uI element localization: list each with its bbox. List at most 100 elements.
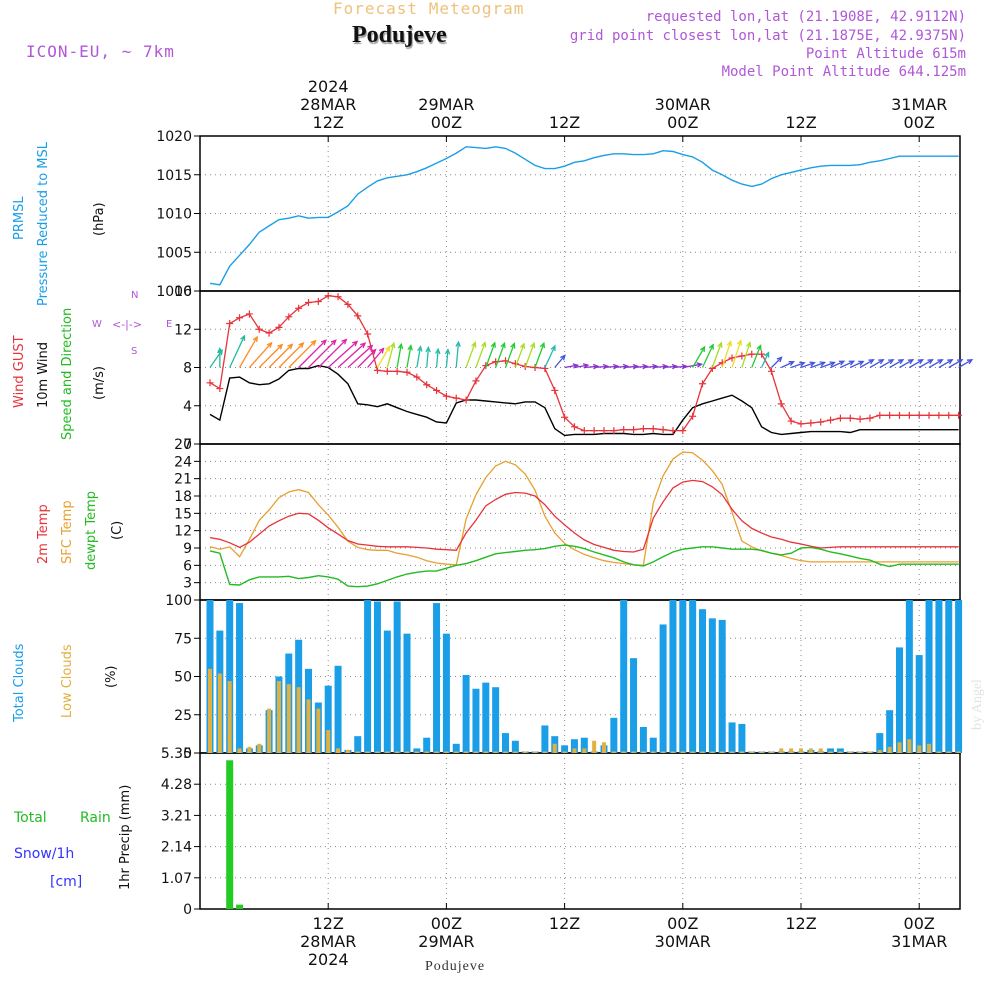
wind-arrow [899,359,914,369]
gust-marker [226,320,234,328]
low-cloud-bar [375,751,380,753]
gust-marker [373,366,381,374]
wind-arrow [288,340,316,368]
low-cloud-bar [286,684,291,753]
bottom-time-label: 00Z [904,914,935,933]
wind-arrow-head [320,339,327,346]
wind-arrow [909,359,924,369]
gust-marker [236,314,244,322]
low-cloud-bar [592,740,597,753]
gust-marker [787,417,795,425]
wind-arrow [721,341,732,368]
gust-marker [915,411,923,419]
gust-marker [876,411,884,419]
bottom-time-label: 31MAR [891,932,947,951]
top-time-label: 12Z [313,113,344,132]
wind-arrow-head [240,334,246,341]
bottom-time-label: 2024 [308,950,349,969]
wind-arrow-head [539,341,546,349]
low-cloud-bar [454,751,459,753]
top-time-label: 00Z [904,113,935,132]
pressure-label: Pressure Reduced to MSL [36,141,51,306]
total-cloud-bar [827,748,835,753]
wind-arrow [770,356,783,368]
total-cloud-bar [728,722,736,753]
prmsl-label: PRMSL [12,196,27,240]
gust-marker [364,330,372,338]
gust-marker [817,418,825,426]
temp-unit-label: (C) [110,520,125,540]
total-cloud-bar [836,748,844,753]
gust-marker [797,420,805,428]
wind-arrow-head [352,340,359,347]
low-cloud-bar [867,751,872,753]
top-time-label: 00Z [431,113,462,132]
gust-marker [423,381,431,389]
precip-tick-label: 3.21 [161,808,192,824]
gust-marker [452,394,460,402]
wind-arrow-head [435,347,441,355]
low-cloud-bar [818,748,823,753]
speed-direction-label: Speed and Direction [60,307,75,440]
total-cloud-bar [462,674,470,753]
pressure-line [209,146,959,286]
total-cloud-bar [226,600,234,753]
wind-arrow [544,345,556,368]
low-cloud-bar [621,751,626,753]
bottom-time-label: 00Z [667,914,698,933]
low-cloud-bar [828,751,833,753]
wind-tick-label: 16 [174,284,192,300]
low-cloud-bar [877,749,882,753]
wind-arrow [800,361,815,369]
total-clouds-label: Total Clouds [12,643,27,722]
total-cloud-bar [561,745,569,753]
total-cloud-bar [502,733,509,753]
gust-marker [344,300,352,308]
wind-arrow-head [868,359,875,365]
wind-arrow [298,339,327,368]
wind-arrow [633,365,648,369]
wind-arrow [643,365,658,369]
wind-arrow [918,359,933,369]
low-cloud-bar [247,746,252,753]
temp-tick-label: 9 [183,541,192,557]
wind-arrow-head [298,342,305,349]
total-cloud-bar [718,619,726,753]
wind-arrow [889,359,904,369]
wind-arrow-head [550,344,556,352]
wind-arrow [859,359,874,369]
wind-arrow [376,346,391,368]
wind-arrow-head [471,341,477,348]
wind-arrow [731,340,742,368]
wind-arrow-head [397,342,404,350]
wind-arrow [327,341,358,368]
wind-arrow [396,344,402,368]
pressure-unit-label: (hPa) [92,202,107,236]
gust-marker [462,396,470,404]
gust-marker [433,386,441,394]
top-time-label: 2024 [308,77,349,96]
gust-marker [758,350,766,358]
compass-north: N [131,290,139,301]
low-cloud-bar [651,751,656,753]
top-time-label: 31MAR [891,95,947,114]
low-cloud-bar [749,751,754,753]
gust-marker [610,427,618,435]
low-clouds-label: Low Clouds [60,644,75,718]
gust-marker [689,412,697,420]
gust-marker [767,367,775,375]
low-cloud-bar [326,730,331,753]
low-cloud-bar [267,708,272,753]
gust-marker [334,293,342,301]
gust-marker [600,427,608,435]
wind-arrow [594,365,608,369]
wind-arrow [504,343,515,368]
total-cloud-bar [630,658,638,753]
wind-arrow-head [726,340,732,347]
low-cloud-bar [690,751,695,753]
wind-arrow [445,349,449,368]
gust-marker [679,427,687,435]
low-cloud-bar [405,751,409,753]
wind-arrow [692,346,706,368]
wind-arrow [248,342,272,368]
